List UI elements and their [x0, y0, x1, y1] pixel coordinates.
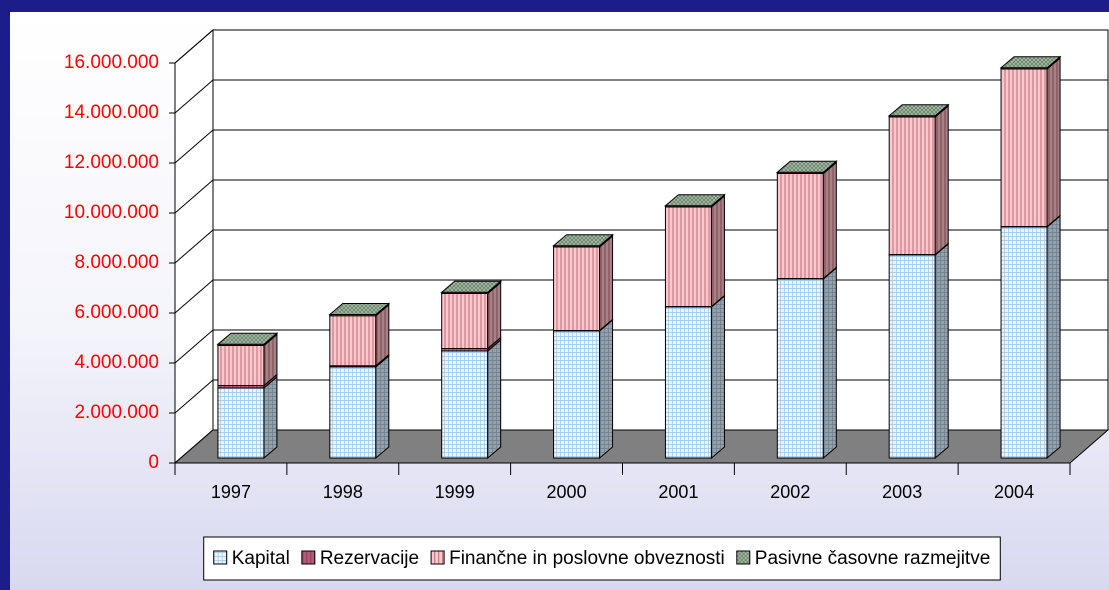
- bar-top: [328, 303, 391, 315]
- legend-box: [203, 536, 1001, 581]
- bar-front: [664, 206, 712, 307]
- legend-label: Kapital: [232, 548, 290, 569]
- bar-side-shade: [599, 236, 613, 331]
- legend-swatch: [736, 550, 751, 565]
- bar-top: [664, 194, 726, 207]
- bar-segment: [1000, 214, 1061, 460]
- bar-side-shade: [935, 244, 949, 458]
- bar-front: [217, 387, 265, 459]
- bar-segment: [664, 194, 725, 308]
- bar-side-shade: [1047, 58, 1061, 227]
- bar-segment: [888, 242, 949, 460]
- bar-segment: [441, 338, 502, 460]
- bar-side-shade: [599, 320, 613, 458]
- bar-side-shade: [823, 162, 837, 279]
- bar-side-shade: [263, 334, 277, 386]
- bar-segment: [999, 55, 1062, 71]
- legend-label: Rezervacije: [320, 548, 419, 569]
- bar-segment: [217, 375, 278, 460]
- bar-top: [887, 104, 950, 117]
- floor: [173, 429, 1109, 464]
- bar-front: [776, 278, 824, 459]
- bar-front: [553, 246, 601, 331]
- bar-segment: [553, 234, 614, 332]
- legend-swatch: [301, 550, 316, 565]
- bar-front: [1000, 68, 1048, 227]
- x-tick-label: 2004: [994, 482, 1034, 502]
- bar-segment: [328, 302, 391, 317]
- bar-front: [776, 173, 824, 279]
- bar-side-shade: [263, 377, 277, 458]
- x-tick-label: 1997: [211, 482, 251, 502]
- x-tick-label: 2002: [770, 482, 810, 502]
- bar-segment: [329, 303, 390, 367]
- y-tick-label: 16.000.000: [64, 52, 159, 73]
- legend-label: Pasivne časovne razmejitve: [755, 548, 991, 569]
- x-tick-label: 1998: [323, 482, 363, 502]
- bar-top: [552, 234, 614, 247]
- bar-side-shade: [935, 106, 949, 255]
- y-tick-label: 8.000.000: [74, 252, 159, 273]
- bar-front: [664, 306, 712, 459]
- bar-front: [888, 254, 936, 459]
- grid-line: [174, 79, 1108, 114]
- y-tick-label: 6.000.000: [74, 302, 159, 323]
- bar-side-shade: [375, 304, 389, 366]
- bar-side-shade: [711, 196, 725, 307]
- bar-segment: [664, 193, 726, 209]
- bar-front: [217, 345, 265, 386]
- bar-top: [216, 332, 279, 345]
- bar-segment: [775, 160, 838, 175]
- x-tick-label: 2001: [658, 482, 698, 502]
- bar-segment: [329, 354, 390, 460]
- bar-front: [441, 350, 489, 459]
- bar-segment: [664, 294, 725, 460]
- legend-swatch: [213, 550, 228, 565]
- bar-segment: [888, 104, 949, 256]
- bar-front: [329, 315, 377, 367]
- bar-side-shade: [487, 282, 501, 349]
- bar-segment: [552, 233, 614, 249]
- bar-front: [553, 330, 601, 459]
- y-tick-label: 10.000.000: [64, 202, 159, 223]
- bar-side-shade: [487, 340, 501, 458]
- grid-line: [174, 129, 1108, 164]
- bar-segment: [1000, 56, 1061, 228]
- legend: Kapital Rezervacije Finančne in poslovne o…: [203, 536, 1001, 581]
- bar-side-shade: [375, 356, 389, 458]
- grid-line: [174, 29, 1108, 64]
- x-tick-label: 1999: [435, 482, 475, 502]
- bar-segment: [776, 266, 837, 460]
- bar-top: [999, 56, 1062, 69]
- x-tick-label: 2000: [547, 482, 587, 502]
- bar-side-shade: [1047, 216, 1061, 458]
- y-tick-label: 4.000.000: [74, 352, 159, 373]
- legend-label: Finančne in poslovne obveznosti: [449, 548, 725, 569]
- bar-segment: [776, 161, 837, 280]
- bar-top: [775, 160, 838, 173]
- bar-side-shade: [711, 296, 725, 458]
- bar-top: [440, 280, 503, 293]
- bar-segment: [216, 332, 279, 347]
- x-tick-label: 2003: [882, 482, 922, 502]
- bar-segment: [440, 280, 503, 295]
- bar-segment: [553, 318, 614, 460]
- y-tick-label: 0: [148, 452, 159, 473]
- bar-front: [1000, 226, 1048, 459]
- bar-front: [441, 293, 489, 349]
- bar-front: [888, 116, 936, 255]
- y-tick-label: 2.000.000: [74, 402, 159, 423]
- bar-side-shade: [823, 268, 837, 458]
- y-tick-label: 12.000.000: [64, 152, 159, 173]
- bar-front: [329, 366, 377, 459]
- legend-swatch: [430, 550, 445, 565]
- bar-segment: [887, 103, 950, 119]
- y-tick-label: 14.000.000: [64, 102, 159, 123]
- bar-segment: [441, 281, 502, 350]
